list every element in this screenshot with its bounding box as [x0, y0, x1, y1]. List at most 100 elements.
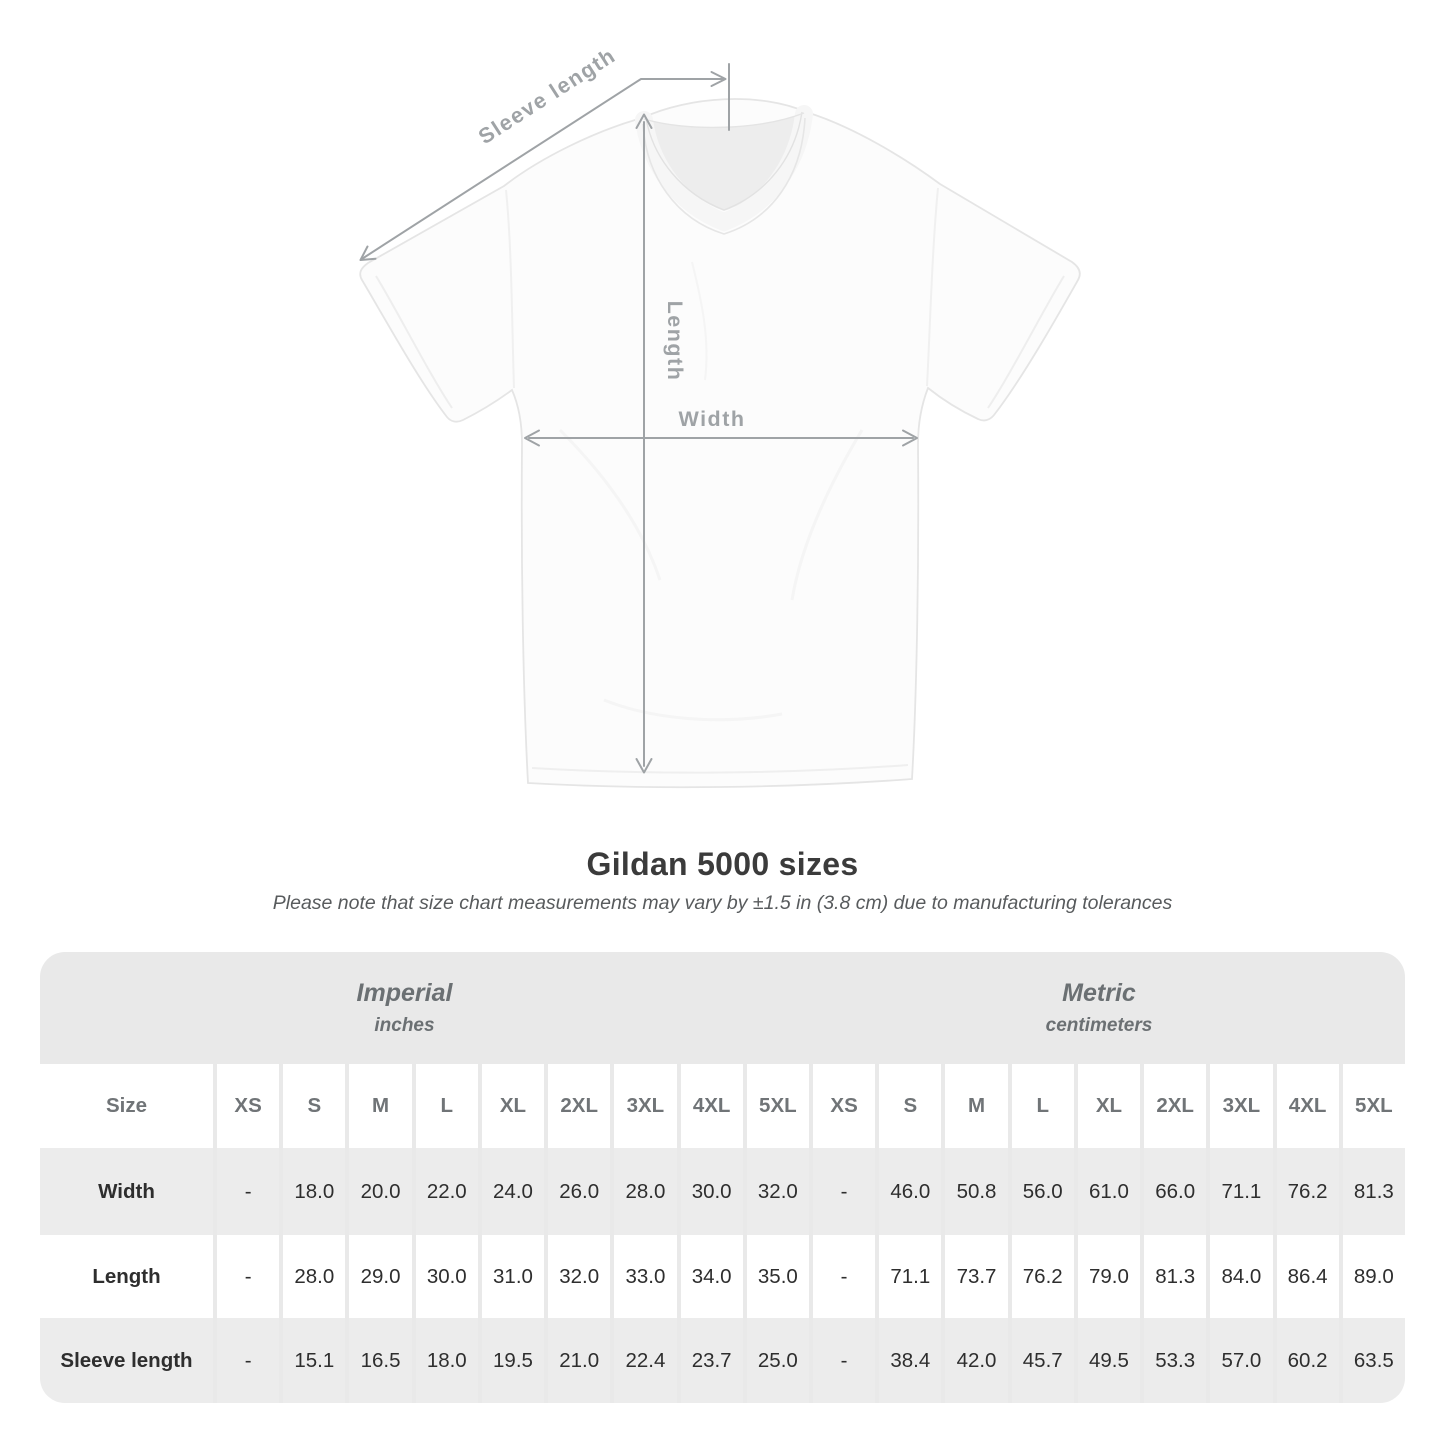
value-cell: 86.4 [1272, 1235, 1339, 1318]
table-row-width: Width - 18.0 20.0 22.0 24.0 26.0 28.0 30… [40, 1148, 1405, 1235]
metric-section-header: Metric centimeters [808, 952, 1405, 1064]
value-cell: 45.7 [1007, 1318, 1074, 1403]
value-cell: 76.2 [1272, 1148, 1339, 1235]
value-cell: 28.0 [279, 1235, 346, 1318]
value-cell: 79.0 [1073, 1235, 1141, 1318]
value-cell: 38.4 [875, 1318, 942, 1403]
sleeve-length-arrow [359, 71, 727, 261]
collar-band [635, 105, 813, 232]
value-cell: - [808, 1148, 876, 1235]
col-header-metric-m: M [941, 1064, 1008, 1148]
metric-title: Metric [1062, 979, 1136, 1007]
tshirt-measurement-diagram: Sleeve length Length Width [359, 43, 1081, 789]
value-cell: 18.0 [411, 1318, 478, 1403]
tolerance-note: Please note that size chart measurements… [272, 892, 1173, 914]
value-cell: 34.0 [676, 1235, 743, 1318]
value-cell: 30.0 [411, 1235, 478, 1318]
value-cell: 81.3 [1338, 1148, 1405, 1235]
value-cell: 24.0 [477, 1148, 545, 1235]
width-arrow [524, 429, 918, 447]
value-cell: - [213, 1235, 280, 1318]
value-cell: - [808, 1318, 876, 1403]
col-header-metric-xl: XL [1073, 1064, 1141, 1148]
fabric-wrinkles [558, 261, 864, 722]
value-cell: 49.5 [1073, 1318, 1141, 1403]
value-cell: 56.0 [1007, 1148, 1074, 1235]
collar-outer-seam [642, 117, 806, 235]
length-label: Length [663, 301, 687, 382]
armhole-seam-right [926, 187, 939, 387]
value-cell: 46.0 [875, 1148, 942, 1235]
imperial-unit: inches [374, 1015, 435, 1036]
tshirt-body [359, 98, 1081, 789]
col-header-imperial-3xl: 3XL [610, 1064, 677, 1148]
size-chart-table: Imperial inches Metric centimeters Size … [40, 952, 1405, 1403]
value-cell: - [213, 1318, 280, 1403]
value-cell: - [213, 1148, 280, 1235]
value-cell: 50.8 [941, 1148, 1008, 1235]
col-header-imperial-4xl: 4XL [676, 1064, 743, 1148]
value-cell: 18.0 [279, 1148, 346, 1235]
value-cell: 57.0 [1206, 1318, 1273, 1403]
value-cell: 20.0 [345, 1148, 412, 1235]
col-header-metric-4xl: 4XL [1272, 1064, 1339, 1148]
value-cell: 22.0 [411, 1148, 478, 1235]
value-cell: 60.2 [1272, 1318, 1339, 1403]
hem-seam [531, 764, 909, 774]
col-header-metric-s: S [875, 1064, 942, 1148]
value-cell: 21.0 [544, 1318, 611, 1403]
unit-band-row: Imperial inches Metric centimeters [40, 952, 1405, 1064]
size-header-row: Size XS S M L XL 2XL 3XL 4XL 5XL XS S M … [40, 1064, 1405, 1148]
collar-inner-edge [645, 111, 803, 211]
value-cell: 30.0 [676, 1148, 743, 1235]
value-cell: 22.4 [610, 1318, 677, 1403]
row-label-length: Length [40, 1235, 213, 1318]
col-header-imperial-m: M [345, 1064, 412, 1148]
measurement-lines [359, 63, 918, 774]
cuff-seam-left [375, 275, 453, 409]
col-header-metric-xs: XS [808, 1064, 876, 1148]
value-cell: 76.2 [1007, 1235, 1074, 1318]
value-cell: 73.7 [941, 1235, 1008, 1318]
value-cell: 71.1 [1206, 1148, 1273, 1235]
metric-unit: centimeters [1045, 1015, 1153, 1036]
value-cell: 81.3 [1140, 1235, 1207, 1318]
table-row-length: Length - 28.0 29.0 30.0 31.0 32.0 33.0 3… [40, 1235, 1405, 1318]
value-cell: 61.0 [1073, 1148, 1141, 1235]
col-header-metric-l: L [1007, 1064, 1074, 1148]
value-cell: 89.0 [1338, 1235, 1405, 1318]
value-cell: 53.3 [1140, 1318, 1207, 1403]
value-cell: 63.5 [1338, 1318, 1405, 1403]
page-title: Gildan 5000 sizes [586, 846, 859, 882]
value-cell: 84.0 [1206, 1235, 1273, 1318]
table-row-sleeve-length: Sleeve length - 15.1 16.5 18.0 19.5 21.0… [40, 1318, 1405, 1403]
col-header-metric-3xl: 3XL [1206, 1064, 1273, 1148]
value-cell: 32.0 [742, 1148, 809, 1235]
imperial-section-header: Imperial inches [40, 952, 809, 1064]
size-table: Imperial inches Metric centimeters Size … [40, 952, 1405, 1403]
value-cell: 29.0 [345, 1235, 412, 1318]
value-cell: 25.0 [742, 1318, 809, 1403]
value-cell: 42.0 [941, 1318, 1008, 1403]
length-arrow [635, 113, 653, 774]
width-label: Width [678, 407, 745, 431]
row-label-width: Width [40, 1148, 213, 1235]
value-cell: 71.1 [875, 1235, 942, 1318]
value-cell: 16.5 [345, 1318, 412, 1403]
col-header-metric-2xl: 2XL [1140, 1064, 1207, 1148]
col-header-imperial-5xl: 5XL [742, 1064, 809, 1148]
value-cell: 26.0 [544, 1148, 611, 1235]
value-cell: 23.7 [676, 1318, 743, 1403]
value-cell: 15.1 [279, 1318, 346, 1403]
col-header-imperial-l: L [411, 1064, 478, 1148]
value-cell: 32.0 [544, 1235, 611, 1318]
cuff-seam-right [987, 275, 1065, 409]
collar-back-edge [643, 112, 805, 129]
size-corner-header: Size [40, 1064, 213, 1148]
value-cell: 66.0 [1140, 1148, 1207, 1235]
value-cell: 28.0 [610, 1148, 677, 1235]
row-label-sleeve-length: Sleeve length [40, 1318, 213, 1403]
col-header-imperial-xl: XL [477, 1064, 545, 1148]
col-header-imperial-s: S [279, 1064, 346, 1148]
